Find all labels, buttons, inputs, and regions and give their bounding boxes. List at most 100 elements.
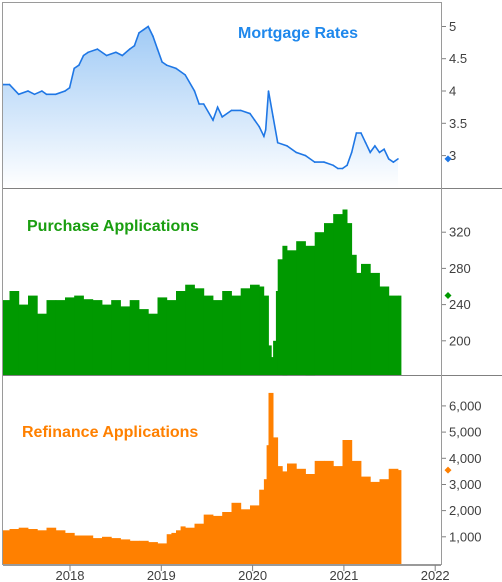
y-tick-label: 6,000 — [449, 398, 482, 413]
bar-refinance — [263, 479, 268, 565]
bar-purchase — [333, 214, 343, 375]
rate-point — [364, 141, 367, 144]
rate-point — [27, 90, 29, 92]
bar-purchase — [157, 297, 168, 375]
bar-purchase — [351, 254, 357, 375]
bar-refinance — [305, 474, 316, 565]
bar-refinance — [180, 526, 186, 565]
bar-purchase — [222, 291, 232, 375]
bar-refinance — [129, 540, 140, 566]
rate-point — [230, 109, 233, 112]
x-tick-label: 2018 — [56, 568, 85, 582]
rate-point — [392, 161, 395, 163]
bar-refinance — [203, 514, 214, 565]
rate-point — [138, 32, 140, 34]
rate-point — [8, 83, 11, 86]
bar-refinance — [250, 505, 260, 565]
bar-purchase — [356, 272, 362, 375]
bar-purchase — [213, 300, 223, 375]
bar-purchase — [250, 284, 260, 375]
bar-refinance — [157, 543, 168, 565]
bar-purchase — [92, 300, 103, 375]
rate-point — [360, 132, 362, 134]
bar-purchase — [277, 259, 283, 375]
rate-point — [272, 116, 274, 118]
bar-refinance — [282, 471, 288, 565]
bar-refinance — [111, 538, 121, 565]
rate-point — [369, 151, 372, 154]
bar-purchase — [139, 309, 149, 375]
bar-refinance — [324, 460, 334, 565]
rate-point — [286, 145, 288, 147]
rate-point — [374, 145, 376, 147]
bar-purchase — [111, 300, 121, 375]
rate-point — [341, 167, 344, 170]
bar-purchase — [65, 297, 75, 375]
y-tick-label: 4 — [449, 84, 456, 99]
bar-refinance — [65, 532, 75, 565]
y-tick-label: 200 — [449, 333, 471, 348]
bar-refinance — [333, 466, 343, 565]
bar-purchase — [9, 291, 20, 375]
bar-refinance — [3, 530, 10, 565]
bar-refinance — [194, 523, 205, 565]
bar-refinance — [398, 470, 402, 565]
bar-refinance — [361, 476, 371, 565]
bar-purchase — [129, 300, 140, 375]
bar-purchase — [3, 300, 10, 375]
rate-point — [332, 164, 335, 167]
bar-refinance — [92, 538, 103, 565]
panel-title: Refinance Applications — [22, 424, 198, 441]
bar-refinance — [102, 536, 112, 565]
rate-point — [165, 64, 168, 66]
bar-refinance — [314, 460, 325, 565]
bar-purchase — [102, 304, 112, 375]
bar-purchase — [296, 241, 306, 375]
bar-refinance — [120, 539, 131, 565]
rate-area — [3, 26, 398, 188]
y-tick-label: 3 — [449, 148, 456, 163]
bar-refinance — [268, 392, 274, 565]
bar-refinance — [176, 530, 181, 565]
rate-point — [73, 67, 75, 70]
panel-1: 3 3.5 4 4.5 5 Mortgage Rates — [2, 3, 467, 188]
y-tick-label: 240 — [449, 297, 471, 312]
rate-point — [337, 167, 339, 170]
y-tick-label: 4,000 — [449, 451, 482, 466]
bar-refinance — [9, 529, 20, 565]
rate-point — [239, 109, 242, 112]
rate-point — [147, 25, 149, 28]
panel-2: 200 240 280 320 Purchase Applications — [3, 190, 471, 376]
bar-purchase — [305, 245, 316, 376]
bar-refinance — [277, 466, 283, 565]
x-tick-label: 2019 — [147, 568, 176, 582]
latest-value-marker — [444, 292, 452, 300]
bar-purchase — [83, 299, 94, 375]
rate-point — [17, 93, 20, 96]
y-tick-label: 5,000 — [449, 425, 482, 440]
bar-purchase — [46, 300, 57, 375]
bar-refinance — [148, 542, 158, 565]
panel-title: Mortgage Rates — [238, 25, 358, 42]
rate-point — [115, 51, 117, 54]
bar-refinance — [166, 534, 172, 565]
rate-point — [105, 54, 108, 57]
rate-point — [193, 90, 196, 92]
bar-purchase — [148, 313, 158, 375]
bar-refinance — [287, 463, 297, 565]
rate-point — [68, 87, 71, 89]
bar-purchase — [18, 304, 29, 375]
bar-refinance — [273, 437, 279, 565]
rate-point — [295, 151, 298, 154]
bar-purchase — [273, 340, 277, 375]
bar-purchase — [268, 345, 272, 375]
rate-point — [264, 129, 267, 131]
x-tick-label: 2020 — [238, 568, 267, 582]
bar-purchase — [271, 357, 274, 375]
bar-purchase — [120, 306, 131, 375]
rate-point — [184, 74, 186, 76]
rate-point — [96, 48, 99, 50]
bar-purchase — [324, 223, 334, 375]
rate-point — [87, 51, 89, 54]
